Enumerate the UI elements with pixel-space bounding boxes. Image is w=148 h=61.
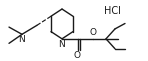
Text: O: O [90,28,96,37]
Text: O: O [74,51,81,60]
Text: HCl: HCl [104,6,120,16]
Text: N: N [59,40,65,49]
Text: N: N [19,35,25,44]
